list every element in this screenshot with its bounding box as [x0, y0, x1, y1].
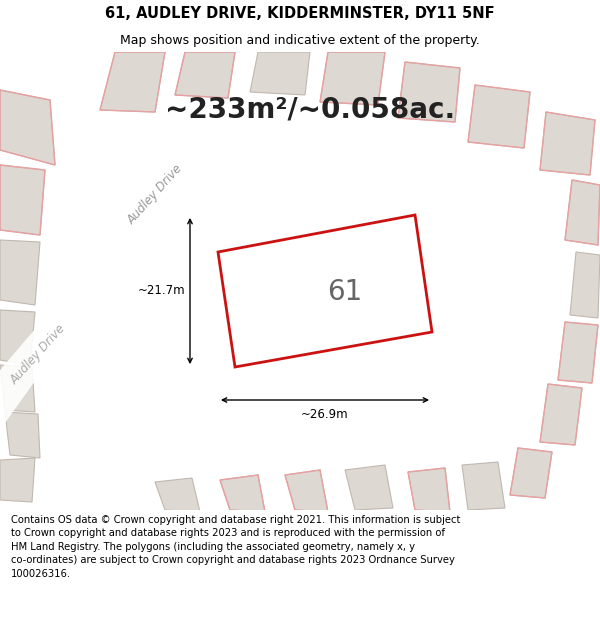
Polygon shape	[100, 52, 165, 112]
Polygon shape	[408, 468, 450, 512]
Polygon shape	[0, 365, 35, 412]
Text: Audley Drive: Audley Drive	[125, 162, 185, 228]
Polygon shape	[0, 115, 260, 430]
Polygon shape	[320, 52, 385, 105]
Polygon shape	[570, 252, 600, 318]
Polygon shape	[558, 322, 598, 383]
Polygon shape	[462, 462, 505, 510]
Polygon shape	[540, 112, 595, 175]
Polygon shape	[0, 458, 35, 502]
Polygon shape	[0, 240, 40, 305]
Polygon shape	[345, 465, 393, 510]
Polygon shape	[155, 478, 200, 512]
Text: Audley Drive: Audley Drive	[8, 322, 68, 388]
Polygon shape	[0, 165, 45, 235]
Polygon shape	[398, 62, 460, 122]
Polygon shape	[220, 475, 265, 512]
Text: ~233m²/~0.058ac.: ~233m²/~0.058ac.	[165, 96, 455, 124]
Polygon shape	[565, 180, 600, 245]
Polygon shape	[540, 384, 582, 445]
Polygon shape	[510, 448, 552, 498]
Polygon shape	[250, 52, 310, 95]
Polygon shape	[468, 85, 530, 148]
Text: 61, AUDLEY DRIVE, KIDDERMINSTER, DY11 5NF: 61, AUDLEY DRIVE, KIDDERMINSTER, DY11 5N…	[105, 6, 495, 21]
Polygon shape	[175, 52, 235, 98]
Polygon shape	[0, 90, 55, 165]
Polygon shape	[285, 470, 328, 512]
Polygon shape	[218, 215, 432, 367]
Text: Map shows position and indicative extent of the property.: Map shows position and indicative extent…	[120, 34, 480, 47]
Text: 61: 61	[328, 278, 362, 306]
Text: ~21.7m: ~21.7m	[137, 284, 185, 298]
Polygon shape	[5, 412, 40, 458]
Text: Contains OS data © Crown copyright and database right 2021. This information is : Contains OS data © Crown copyright and d…	[11, 514, 460, 579]
Polygon shape	[0, 310, 35, 365]
Text: ~26.9m: ~26.9m	[301, 408, 349, 421]
